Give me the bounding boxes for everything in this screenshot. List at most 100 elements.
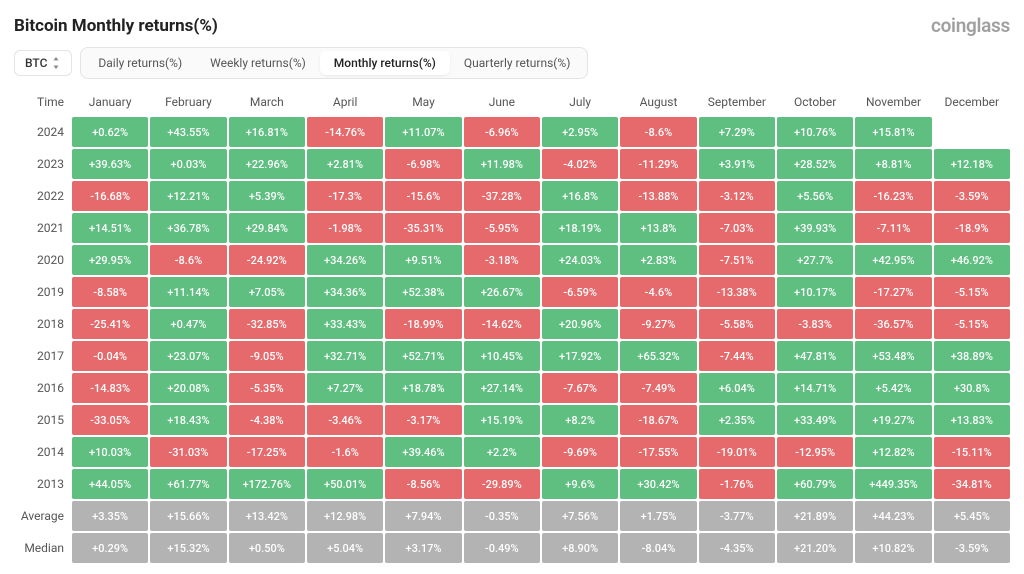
- table-cell: +18.19%: [542, 213, 618, 243]
- tab-weekly-returns-[interactable]: Weekly returns(%): [196, 51, 320, 75]
- table-cell: -11.29%: [620, 149, 696, 179]
- table-cell: -18.99%: [385, 309, 461, 339]
- table-cell: -4.02%: [542, 149, 618, 179]
- table-cell: +39.93%: [777, 213, 853, 243]
- table-cell: -4.38%: [229, 405, 305, 435]
- table-cell: +13.83%: [934, 405, 1010, 435]
- table-cell: -8.04%: [620, 533, 696, 563]
- table-cell: +2.81%: [307, 149, 383, 179]
- table-cell: +20.96%: [542, 309, 618, 339]
- table-cell: -15.11%: [934, 437, 1010, 467]
- table-cell: -6.96%: [464, 117, 540, 147]
- table-cell: +15.32%: [150, 533, 226, 563]
- table-cell: +27.14%: [464, 373, 540, 403]
- row-label: Median: [14, 533, 70, 563]
- tab-monthly-returns-[interactable]: Monthly returns(%): [320, 51, 450, 75]
- table-cell: +7.29%: [699, 117, 775, 147]
- table-cell: -0.49%: [464, 533, 540, 563]
- table-cell: +33.43%: [307, 309, 383, 339]
- table-cell: +5.56%: [777, 181, 853, 211]
- table-cell: -17.25%: [229, 437, 305, 467]
- table-cell: +30.42%: [620, 469, 696, 499]
- table-cell: -14.83%: [72, 373, 148, 403]
- table-cell: +18.78%: [385, 373, 461, 403]
- table-cell: +0.03%: [150, 149, 226, 179]
- table-cell: -14.62%: [464, 309, 540, 339]
- page-title: Bitcoin Monthly returns(%): [14, 16, 218, 36]
- table-cell: [934, 117, 1010, 147]
- table-cell: -8.6%: [150, 245, 226, 275]
- table-cell: -5.35%: [229, 373, 305, 403]
- table-cell: +11.14%: [150, 277, 226, 307]
- table-cell: +15.66%: [150, 501, 226, 531]
- table-cell: +5.42%: [855, 373, 931, 403]
- table-cell: -14.76%: [307, 117, 383, 147]
- col-header-october: October: [777, 89, 853, 115]
- table-cell: -7.49%: [620, 373, 696, 403]
- table-cell: -3.12%: [699, 181, 775, 211]
- table-cell: +38.89%: [934, 341, 1010, 371]
- tab-daily-returns-[interactable]: Daily returns(%): [84, 51, 196, 75]
- table-cell: +60.79%: [777, 469, 853, 499]
- table-cell: +28.52%: [777, 149, 853, 179]
- table-cell: +7.05%: [229, 277, 305, 307]
- table-cell: -7.44%: [699, 341, 775, 371]
- controls-bar: BTC Daily returns(%)Weekly returns(%)Mon…: [14, 47, 1010, 79]
- table-cell: +39.63%: [72, 149, 148, 179]
- table-cell: -13.88%: [620, 181, 696, 211]
- table-cell: +34.26%: [307, 245, 383, 275]
- row-label: 2022: [14, 181, 70, 211]
- coin-selector[interactable]: BTC: [14, 50, 72, 76]
- table-cell: -1.76%: [699, 469, 775, 499]
- row-label: Average: [14, 501, 70, 531]
- table-cell: +5.39%: [229, 181, 305, 211]
- table-cell: +61.77%: [150, 469, 226, 499]
- table-cell: -16.23%: [855, 181, 931, 211]
- table-cell: -18.9%: [934, 213, 1010, 243]
- table-cell: +7.94%: [385, 501, 461, 531]
- table-cell: +0.47%: [150, 309, 226, 339]
- col-header-may: May: [385, 89, 461, 115]
- table-cell: -18.67%: [620, 405, 696, 435]
- row-label: 2015: [14, 405, 70, 435]
- table-cell: +22.96%: [229, 149, 305, 179]
- table-cell: +46.92%: [934, 245, 1010, 275]
- table-cell: +11.07%: [385, 117, 461, 147]
- table-cell: -3.59%: [934, 533, 1010, 563]
- table-cell: -0.35%: [464, 501, 540, 531]
- table-cell: -0.04%: [72, 341, 148, 371]
- table-cell: -4.35%: [699, 533, 775, 563]
- table-cell: +10.17%: [777, 277, 853, 307]
- table-cell: +23.07%: [150, 341, 226, 371]
- table-cell: -36.57%: [855, 309, 931, 339]
- row-label: 2018: [14, 309, 70, 339]
- table-cell: -32.85%: [229, 309, 305, 339]
- sort-icon: [51, 57, 61, 69]
- table-cell: +43.55%: [150, 117, 226, 147]
- table-cell: +29.84%: [229, 213, 305, 243]
- table-cell: -3.83%: [777, 309, 853, 339]
- table-cell: -31.03%: [150, 437, 226, 467]
- table-cell: +12.21%: [150, 181, 226, 211]
- table-cell: -3.17%: [385, 405, 461, 435]
- table-cell: -29.89%: [464, 469, 540, 499]
- table-cell: -5.15%: [934, 309, 1010, 339]
- table-cell: -25.41%: [72, 309, 148, 339]
- table-cell: +15.19%: [464, 405, 540, 435]
- table-cell: -4.6%: [620, 277, 696, 307]
- table-cell: +10.45%: [464, 341, 540, 371]
- table-cell: +52.71%: [385, 341, 461, 371]
- table-cell: +0.50%: [229, 533, 305, 563]
- table-cell: -6.98%: [385, 149, 461, 179]
- table-cell: +2.35%: [699, 405, 775, 435]
- table-cell: +3.35%: [72, 501, 148, 531]
- table-cell: +10.76%: [777, 117, 853, 147]
- table-cell: +18.43%: [150, 405, 226, 435]
- table-cell: -3.59%: [934, 181, 1010, 211]
- table-cell: -35.31%: [385, 213, 461, 243]
- table-cell: -3.18%: [464, 245, 540, 275]
- table-cell: +65.32%: [620, 341, 696, 371]
- tab-quarterly-returns-[interactable]: Quarterly returns(%): [450, 51, 585, 75]
- table-cell: -15.6%: [385, 181, 461, 211]
- table-cell: -6.59%: [542, 277, 618, 307]
